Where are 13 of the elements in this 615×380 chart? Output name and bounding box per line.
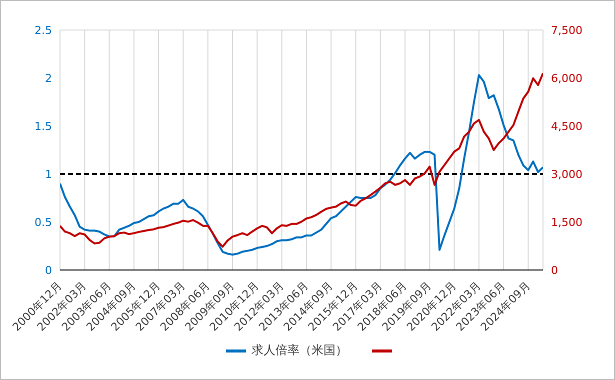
y-tick-label: 1.5 [34,120,52,133]
y2-tick-label: 6,000 [551,72,582,85]
y2-tick-label: 0 [551,264,558,277]
y2-tick-label: 4,500 [551,120,582,133]
y2-tick-label: 3,000 [551,168,582,181]
y-tick-label: 2 [45,72,52,85]
y2-tick-label: 7,500 [551,24,582,37]
y-tick-label: 0.5 [34,216,52,229]
legend-label: 求人倍率（米国） [252,342,348,359]
y-tick-label: 0 [45,264,52,277]
y2-tick-label: 1,500 [551,216,582,229]
y-tick-label: 1 [45,168,52,181]
y-tick-label: 2.5 [34,24,52,37]
